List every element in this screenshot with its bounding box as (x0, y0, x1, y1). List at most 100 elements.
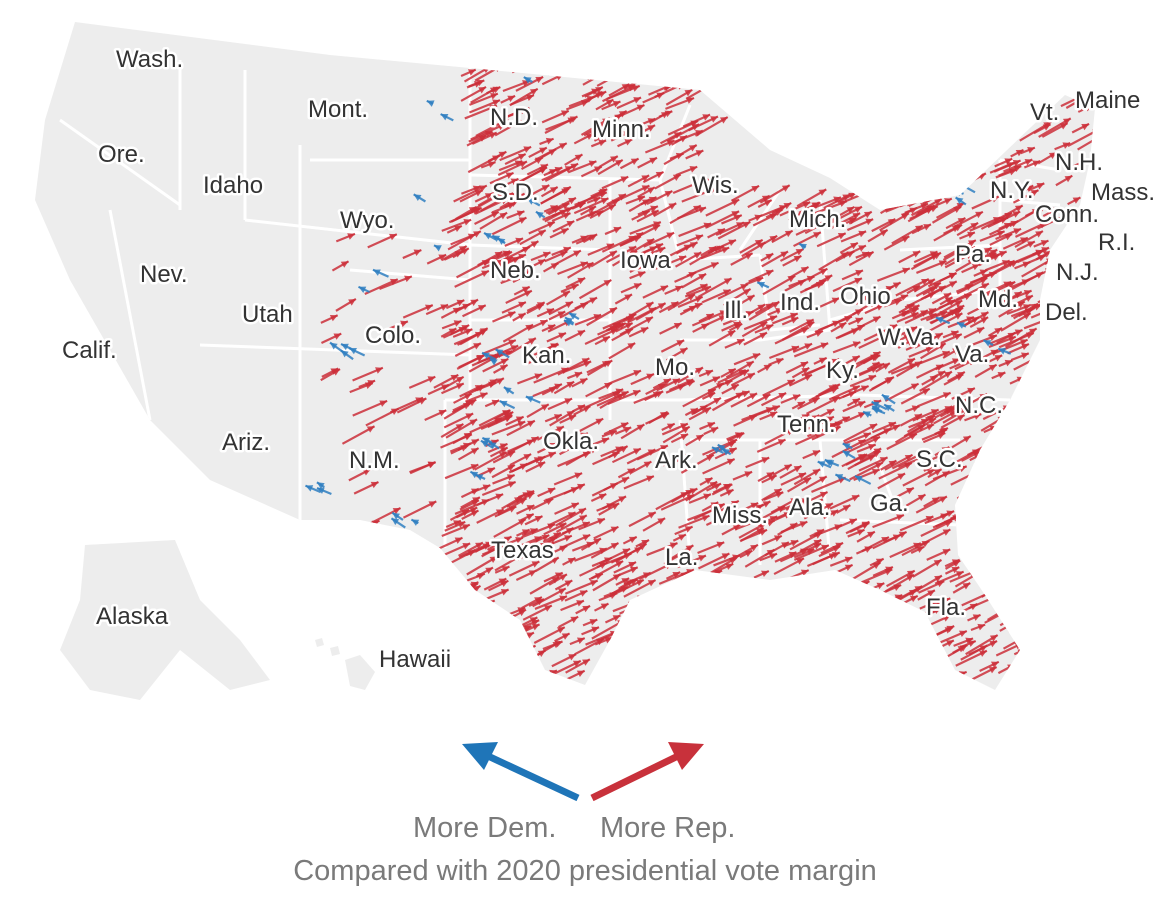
rep-shift-arrow (819, 415, 835, 425)
rep-shift-arrow (762, 666, 796, 685)
rep-shift-arrow (991, 493, 1024, 511)
rep-shift-arrow (1071, 122, 1090, 134)
rep-shift-arrow (543, 522, 567, 536)
rep-shift-arrow (335, 232, 356, 243)
rep-shift-arrow (848, 317, 864, 326)
rep-shift-arrow (979, 280, 1012, 298)
rep-shift-arrow (343, 533, 376, 554)
rep-shift-arrow (522, 691, 536, 698)
rep-shift-arrow (780, 393, 801, 404)
dem-shift-arrow (481, 351, 497, 361)
rep-shift-arrow (1033, 239, 1049, 248)
rep-shift-arrow (470, 599, 496, 613)
rep-shift-arrow (880, 486, 915, 507)
rep-shift-arrow (751, 648, 786, 665)
rep-shift-arrow (633, 614, 665, 631)
rep-shift-arrow (963, 326, 985, 339)
rep-shift-arrow (989, 586, 1016, 604)
rep-shift-arrow (1008, 610, 1036, 626)
rep-shift-arrow (465, 540, 500, 557)
rep-shift-arrow (967, 613, 981, 622)
rep-shift-arrow (673, 453, 692, 464)
rep-shift-arrow (763, 234, 778, 245)
rep-shift-arrow (488, 184, 508, 197)
rep-shift-arrow (460, 487, 480, 499)
rep-shift-arrow (569, 432, 589, 442)
rep-shift-arrow (652, 651, 675, 663)
rep-shift-arrow (944, 566, 960, 575)
rep-shift-arrow (746, 676, 774, 690)
rep-shift-arrow (894, 423, 926, 444)
rep-shift-arrow (825, 205, 855, 225)
rep-shift-arrow (721, 214, 743, 225)
rep-shift-arrow (469, 417, 503, 434)
rep-shift-arrow (565, 658, 591, 674)
rep-shift-arrow (554, 53, 578, 67)
rep-shift-arrow (335, 298, 357, 312)
rep-shift-arrow (597, 158, 624, 176)
rep-shift-arrow (684, 407, 699, 417)
rep-shift-arrow (981, 443, 1000, 456)
rep-shift-arrow (663, 144, 698, 166)
state-label-wis: Wis. (692, 172, 739, 199)
dem-shift-arrow (348, 347, 366, 357)
rep-shift-arrow (818, 296, 840, 309)
rep-shift-arrow (460, 86, 487, 102)
dem-shift-arrow (413, 193, 427, 203)
rep-shift-arrow (645, 639, 677, 655)
rep-shift-arrow (965, 516, 980, 526)
rep-shift-arrow (601, 175, 629, 190)
rep-shift-arrow (480, 192, 514, 212)
rep-shift-arrow (484, 632, 504, 642)
rep-shift-arrow (803, 502, 834, 520)
rep-shift-arrow (708, 662, 723, 671)
rep-shift-arrow (771, 201, 792, 214)
rep-shift-arrow (1067, 196, 1081, 206)
rep-shift-arrow (707, 635, 725, 645)
rep-shift-arrow (988, 220, 1019, 236)
rep-shift-arrow (697, 541, 725, 554)
rep-shift-arrow (750, 596, 781, 615)
rep-shift-arrow (548, 573, 568, 586)
rep-shift-arrow (612, 316, 635, 327)
rep-shift-arrow (1012, 513, 1038, 527)
state-border (678, 419, 692, 561)
rep-shift-arrow (952, 582, 971, 594)
state-label-hawaii: Hawaii (379, 646, 451, 673)
rep-shift-arrow (748, 300, 780, 321)
rep-shift-arrow (855, 616, 872, 626)
rep-shift-arrow (845, 353, 879, 374)
rep-shift-arrow (828, 657, 847, 667)
rep-shift-arrow (481, 339, 517, 356)
rep-shift-arrow (1029, 508, 1057, 526)
rep-shift-arrow (560, 599, 585, 612)
rep-shift-arrow (1023, 417, 1053, 435)
rep-shift-arrow (580, 537, 602, 551)
rep-shift-arrow (497, 497, 528, 516)
rep-shift-arrow (1019, 121, 1052, 142)
rep-shift-arrow (535, 669, 558, 681)
rep-shift-arrow (512, 658, 537, 673)
rep-shift-arrow (1013, 663, 1042, 678)
rep-shift-arrow (741, 241, 767, 258)
rep-shift-arrow (924, 470, 951, 487)
rep-shift-arrow (1028, 506, 1052, 520)
rep-shift-arrow (617, 138, 633, 148)
rep-shift-arrow (650, 67, 673, 82)
rep-shift-arrow (791, 366, 810, 379)
rep-shift-arrow (953, 210, 984, 228)
rep-shift-arrow (546, 290, 571, 306)
rep-shift-arrow (588, 572, 604, 581)
rep-shift-arrow (729, 650, 745, 660)
rep-shift-arrow (559, 441, 584, 456)
dem-shift-arrow (756, 281, 770, 289)
rep-shift-arrow (516, 644, 537, 657)
state-label-md: Md. (978, 286, 1018, 313)
rep-shift-arrow (933, 410, 958, 425)
rep-shift-arrow (526, 301, 546, 312)
rep-shift-arrow (817, 585, 844, 597)
rep-shift-arrow (542, 206, 573, 221)
rep-shift-arrow (409, 461, 436, 474)
rep-shift-arrow (991, 371, 1006, 380)
rep-shift-arrow (1036, 591, 1066, 607)
